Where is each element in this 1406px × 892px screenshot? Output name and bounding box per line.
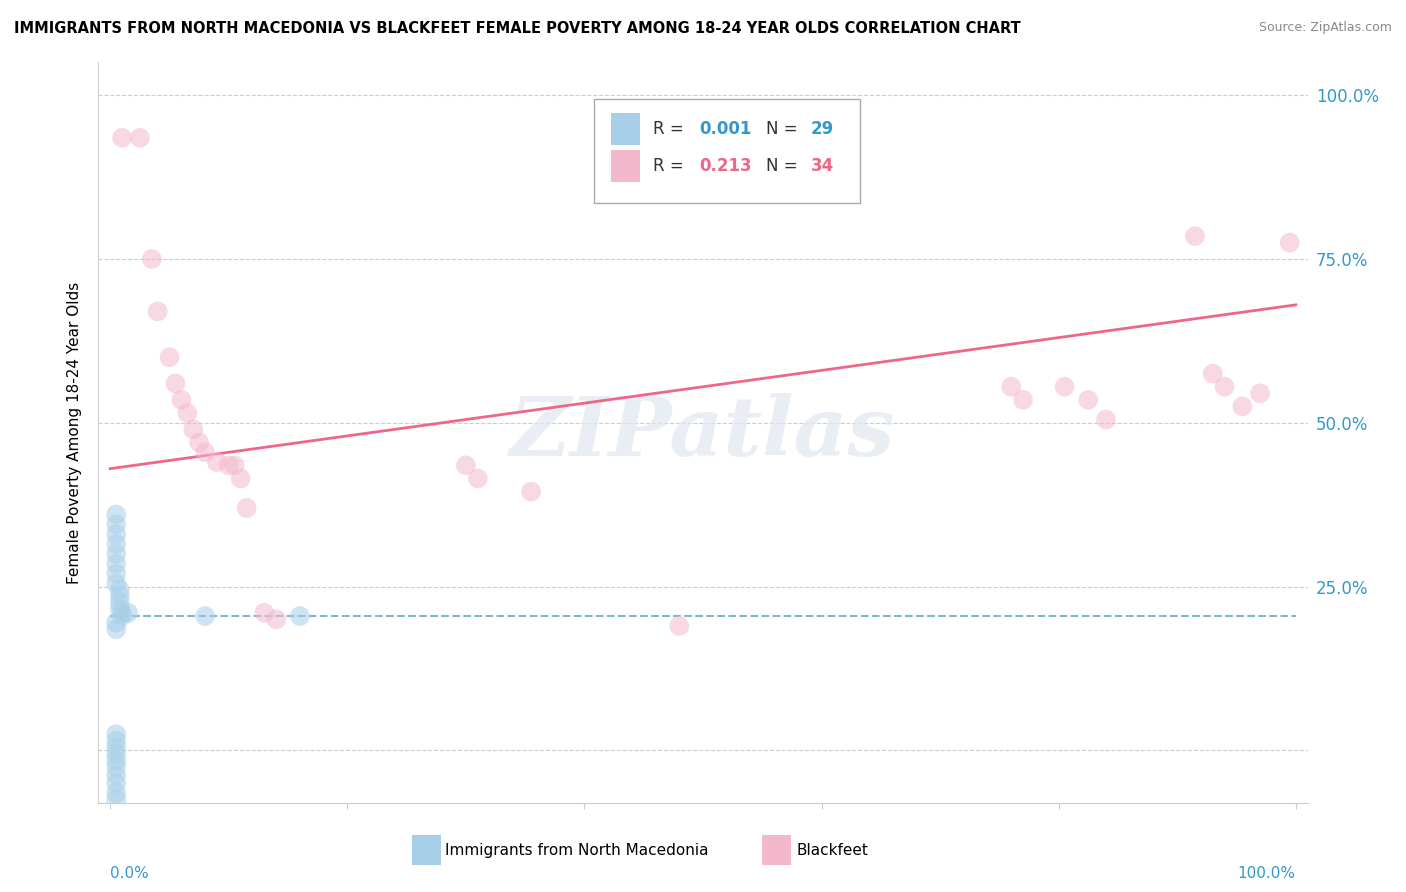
Text: 34: 34 [811,157,834,175]
Point [454,458,477,473]
Point [129,130,152,145]
Point [105,622,128,636]
Point [105,760,128,774]
Point [520,484,543,499]
Point [108,582,131,597]
Point [224,458,246,473]
Point [1213,380,1236,394]
Point [105,733,128,747]
Point [288,609,311,624]
Y-axis label: Female Poverty Among 18-24 Year Olds: Female Poverty Among 18-24 Year Olds [67,282,83,583]
FancyBboxPatch shape [762,836,792,865]
FancyBboxPatch shape [412,836,440,865]
Point [105,792,128,806]
Point [159,351,181,365]
Point [181,422,204,436]
Text: Immigrants from North Macedonia: Immigrants from North Macedonia [446,844,709,858]
Point [229,471,252,485]
Point [111,606,134,620]
Point [105,768,128,782]
Point [105,517,128,532]
Point [105,508,128,522]
Point [188,435,211,450]
Point [218,458,240,473]
Point [105,740,128,755]
Point [1232,400,1254,414]
Point [105,776,128,790]
Point [105,537,128,551]
Point [235,500,257,515]
Point [170,392,193,407]
Point [1012,392,1035,407]
Point [105,527,128,541]
Text: ZIPatlas: ZIPatlas [510,392,896,473]
Text: 0.001: 0.001 [699,120,752,138]
Point [1278,235,1301,250]
Point [146,304,169,318]
Point [165,376,187,391]
Point [111,609,134,624]
Point [205,455,228,469]
Text: N =: N = [766,120,803,138]
Point [117,606,139,620]
Point [105,753,128,767]
Point [108,596,131,610]
FancyBboxPatch shape [595,99,860,203]
Text: IMMIGRANTS FROM NORTH MACEDONIA VS BLACKFEET FEMALE POVERTY AMONG 18-24 YEAR OLD: IMMIGRANTS FROM NORTH MACEDONIA VS BLACK… [14,21,1021,36]
Text: R =: R = [654,120,689,138]
Point [1053,380,1076,394]
Point [668,619,690,633]
Point [253,606,276,620]
Point [105,547,128,561]
Point [1249,386,1271,401]
Point [105,566,128,581]
Point [105,576,128,591]
Text: 0.0%: 0.0% [110,866,149,880]
Point [108,602,131,616]
Point [1202,367,1225,381]
Point [194,445,217,459]
Point [105,747,128,761]
Text: Source: ZipAtlas.com: Source: ZipAtlas.com [1258,21,1392,34]
Point [108,590,131,604]
Point [105,727,128,741]
FancyBboxPatch shape [612,112,640,145]
Text: 100.0%: 100.0% [1237,866,1296,880]
Point [1095,412,1118,426]
Point [105,557,128,571]
Text: R =: R = [654,157,689,175]
Point [105,615,128,630]
Text: N =: N = [766,157,803,175]
Point [111,130,134,145]
Point [1000,380,1022,394]
Text: 29: 29 [811,120,834,138]
Text: 0.213: 0.213 [699,157,752,175]
FancyBboxPatch shape [612,150,640,182]
Point [176,406,198,420]
Point [1184,229,1206,244]
Text: Blackfeet: Blackfeet [796,844,868,858]
Point [194,609,217,624]
Point [1077,392,1099,407]
Point [105,786,128,800]
Point [467,471,489,485]
Point [264,612,287,626]
Point [141,252,163,266]
